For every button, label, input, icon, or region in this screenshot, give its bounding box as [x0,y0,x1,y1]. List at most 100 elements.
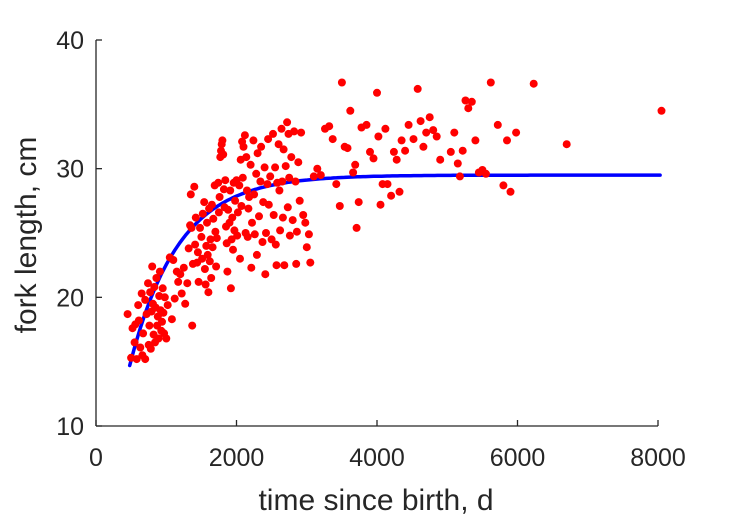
y-ticks: 10 20 30 40 [56,27,102,441]
data-point [401,146,410,155]
data-point [562,140,571,149]
data-point [279,145,288,154]
data-point [283,203,292,212]
data-point [184,244,193,253]
data-point [249,136,258,145]
data-point [493,120,502,129]
data-point [229,245,237,254]
data-point [179,263,188,272]
data-point [197,232,206,241]
data-point [194,277,203,286]
data-point [395,187,404,196]
data-point [450,128,459,137]
data-point [141,295,150,304]
data-point [486,78,495,87]
data-point [381,124,390,133]
y-tick-label: 10 [56,413,84,441]
data-point [291,177,300,186]
data-point [404,120,413,129]
data-point [436,155,445,164]
data-point [461,96,470,105]
data-point [285,231,294,240]
scatter-points [123,78,666,364]
data-point [328,135,337,144]
data-point [176,270,185,279]
data-point [260,163,269,172]
x-tick-label: 4000 [349,444,405,472]
y-tick-label: 40 [56,27,84,55]
data-point [236,254,244,263]
data-point [145,321,154,330]
data-point [202,241,211,250]
data-point [471,136,480,145]
data-point [292,227,301,236]
data-point [309,172,318,181]
data-point [240,131,249,140]
data-point [250,190,259,199]
data-point [272,261,281,270]
data-point [205,257,214,266]
data-point [231,196,240,205]
data-point [274,140,283,149]
data-point [211,227,220,236]
data-point [170,294,179,303]
data-point [233,208,242,217]
data-point [146,344,155,353]
data-point [191,240,200,249]
data-point [214,208,223,217]
data-point [252,169,261,178]
data-point [269,211,278,219]
y-tick-label: 20 [56,284,84,312]
data-point [429,126,438,135]
data-point [188,321,197,330]
data-point [132,355,141,364]
data-point [278,213,287,222]
data-point [228,213,237,222]
data-point [201,280,210,289]
data-point [352,223,361,232]
data-point [212,234,221,243]
data-point [351,160,360,169]
data-point [162,334,171,343]
data-point [256,177,265,186]
data-point [227,235,236,244]
data-point [276,226,285,235]
data-point [257,142,266,151]
data-point [233,231,242,240]
data-point [374,132,383,141]
data-point [134,316,143,325]
data-point [243,232,252,241]
data-point [223,267,232,276]
data-point [288,216,297,225]
data-point [186,190,195,199]
data-point [389,147,398,156]
data-point [136,343,145,352]
data-point [302,243,311,252]
data-point [263,180,272,189]
y-tick-label: 30 [56,156,84,184]
data-point [458,146,467,155]
data-point [242,153,251,162]
data-point [239,142,248,151]
x-tick-label: 8000 [630,444,686,472]
data-point [343,144,352,153]
data-point [191,213,200,222]
data-point [248,218,256,227]
data-point [413,84,422,93]
plot-area [123,78,666,368]
data-point [354,198,363,207]
data-point [181,299,190,308]
data-point [158,317,166,326]
data-point [383,180,392,189]
data-point [512,128,521,137]
y-axis-label: fork length, cm [10,137,43,334]
data-point [285,173,294,182]
data-point [243,186,251,195]
data-point [366,147,374,156]
data-point [134,301,143,310]
data-point [376,200,385,209]
data-point [409,135,418,144]
data-point [283,118,292,127]
data-point [255,212,263,221]
data-point [297,128,306,137]
